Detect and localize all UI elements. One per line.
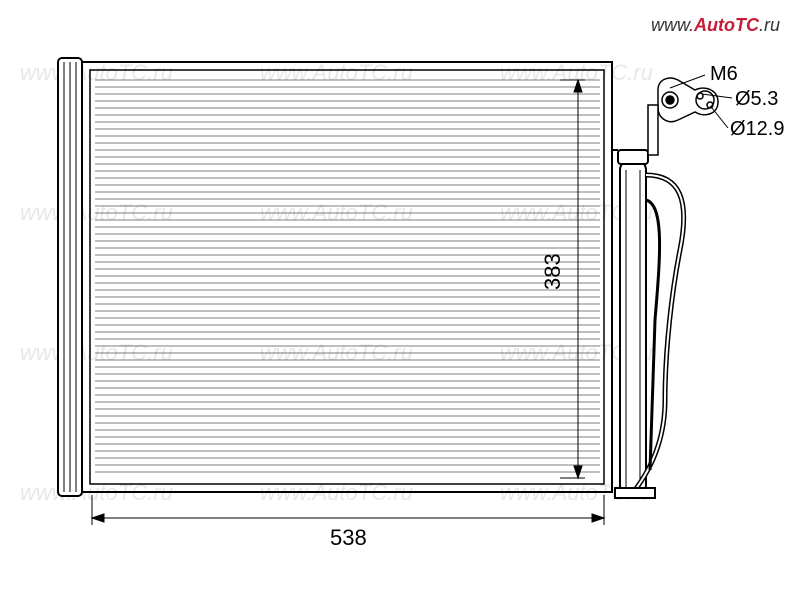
dimension-width [92,495,604,525]
url-suffix: .ru [759,15,780,35]
radiator-inner [90,70,604,484]
spec-thread: M6 [710,63,738,85]
url-prefix: www. [651,15,694,35]
connector-fitting [648,75,732,155]
radiator-fins [95,80,600,472]
dimension-width-label: 538 [330,525,367,550]
spec-hole2: Ø12.9 [730,118,784,140]
spec-hole1: Ø5.3 [735,88,778,110]
url-brand: AutoTC [694,15,759,35]
dimension-height-label: 383 [540,253,565,290]
technical-drawing: 538 383 M6 Ø5.3 Ø12.9 [0,0,800,600]
source-url: www.AutoTC.ru [651,15,780,36]
radiator-outer [82,62,612,492]
right-pipes [612,150,684,498]
